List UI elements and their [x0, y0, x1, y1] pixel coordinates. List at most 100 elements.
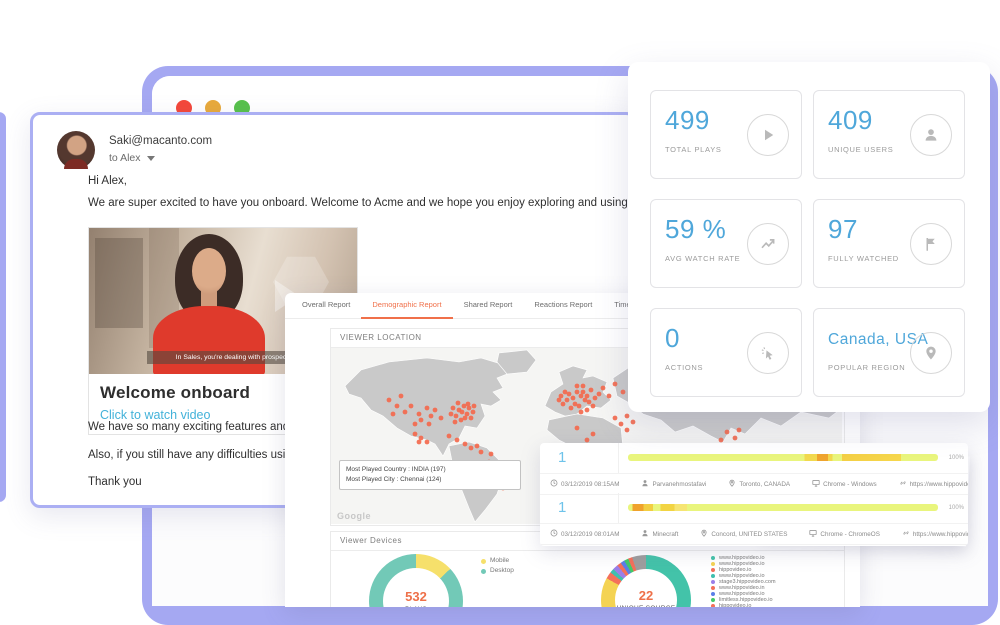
- legend-label: hippovideo.io: [719, 567, 752, 573]
- watch-percent: 100%: [948, 455, 964, 461]
- decorative-left-strip: [0, 112, 6, 502]
- clock-icon: [550, 479, 561, 489]
- legend-label: www.hippovideo.io: [719, 591, 765, 597]
- clock-icon: [550, 529, 561, 539]
- session-url-text: https://www.hippovideo.io/...: [912, 530, 968, 538]
- session-row[interactable]: 1 100%: [540, 443, 968, 473]
- legend-label: www.hippovideo.io: [719, 573, 765, 579]
- map-tooltip: Most Played Country : INDIA (197) Most P…: [339, 460, 521, 490]
- devices-legend: Mobile Desktop: [481, 556, 514, 576]
- map-dot-cluster: [386, 367, 742, 491]
- session-user-text: Parvanehmostafavi: [652, 480, 707, 488]
- legend-label: stage3.hippovideo.com: [719, 579, 776, 585]
- stat-value: 97: [828, 214, 858, 244]
- legend-swatch: [711, 562, 715, 566]
- session-index: 1: [540, 443, 619, 473]
- trend-icon: [747, 223, 789, 265]
- stat-card-total-plays: 499 TOTAL PLAYS: [650, 90, 802, 179]
- thumbnail-bg-shape: [95, 238, 143, 328]
- play-icon: [747, 114, 789, 156]
- session-url[interactable]: https://www.hippovideo.io/...: [902, 529, 968, 539]
- legend-label: www.hippovideo.io: [719, 561, 765, 567]
- pin-icon: [728, 479, 739, 489]
- video-title: Welcome onboard: [100, 383, 251, 402]
- watch-heatmap-bar: [628, 504, 938, 511]
- session-time: 03/12/2019 08:01AM: [550, 529, 619, 539]
- watch-percent: 100%: [948, 505, 964, 511]
- tab-overall-report[interactable]: Overall Report: [302, 300, 351, 309]
- session-location-text: Toronto, CANADA: [739, 480, 791, 488]
- recipient-label: to Alex: [109, 152, 141, 164]
- user-icon: [910, 114, 952, 156]
- legend-item: www.hippovideo.io: [711, 573, 776, 579]
- unique-source-count: 22: [638, 588, 654, 603]
- link-icon: [902, 529, 913, 539]
- legend-item: limitless.hippovideo.io: [711, 597, 776, 603]
- stat-card-fully-watched: 97 FULLY WATCHED: [813, 199, 965, 288]
- stat-value: 499: [665, 105, 710, 135]
- devices-donut-center: 532 PLAYS: [383, 568, 449, 607]
- plays-count: 532: [405, 589, 427, 604]
- legend-swatch: [481, 558, 486, 564]
- presenter-figure: [192, 248, 226, 294]
- legend-item: www.hippovideo.io: [711, 591, 776, 597]
- email-greeting: Hi Alex,: [88, 175, 127, 187]
- legend-label: Desktop: [490, 567, 514, 574]
- session-location: Concord, UNITED STATES: [700, 529, 787, 539]
- stats-panel: 499 TOTAL PLAYS 409 UNIQUE USERS 59 % AVG WAT…: [628, 62, 990, 412]
- map-attribution: Google: [337, 511, 371, 521]
- legend-swatch: [711, 556, 715, 560]
- legend-label: www.hippovideo.io: [719, 555, 765, 561]
- session-user: Parvanehmostafavi: [641, 479, 706, 489]
- sessions-panel: 1 100% 03/12/2019 08:15AM Parvanehmostafavi…: [540, 443, 968, 546]
- legend-swatch: [711, 586, 715, 590]
- stat-label: FULLY WATCHED: [828, 254, 899, 263]
- stat-card-actions: 0 ACTIONS: [650, 308, 802, 397]
- email-paragraph: We have so many exciting features and of…: [88, 421, 328, 433]
- session-url[interactable]: https://www.hippovideo.io/...: [899, 479, 968, 489]
- stat-card-unique-users: 409 UNIQUE USERS: [813, 90, 965, 179]
- legend-item: Desktop: [481, 566, 514, 576]
- legend-swatch: [711, 568, 715, 572]
- legend-label: Mobile: [490, 557, 510, 564]
- sender-address: Saki@macanto.com: [109, 135, 213, 147]
- viewer-location-title: VIEWER LOCATION: [331, 329, 844, 348]
- session-meta-row: 03/12/2019 08:15AM Parvanehmostafavi Toron…: [540, 473, 968, 495]
- devices-donut-chart: 532 PLAYS: [369, 554, 463, 607]
- stat-label: TOTAL PLAYS: [665, 145, 722, 154]
- tooltip-country: Most Played Country : INDIA (197): [346, 466, 446, 473]
- tab-demographic-report[interactable]: Demographic Report: [361, 293, 453, 319]
- watch-video-link[interactable]: Click to watch video: [100, 408, 211, 422]
- user-icon: [641, 479, 652, 489]
- legend-item: Mobile: [481, 556, 514, 566]
- stat-value: 0: [665, 323, 680, 353]
- session-device: Chrome - Windows: [812, 479, 877, 489]
- legend-swatch: [711, 598, 715, 602]
- legend-label: hippovideo.io: [719, 603, 752, 607]
- legend-swatch: [481, 568, 486, 574]
- session-row[interactable]: 1 100%: [540, 493, 968, 523]
- tab-shared-report[interactable]: Shared Report: [463, 300, 513, 309]
- session-device-text: Chrome - ChromeOS: [820, 530, 880, 538]
- stat-label: POPULAR REGION: [828, 363, 906, 372]
- stat-value: 409: [828, 105, 873, 135]
- viewer-devices-title: Viewer Devices: [331, 532, 844, 551]
- sources-donut-center: 22 UNIQUE SOURCE: [615, 569, 677, 607]
- recipient-dropdown[interactable]: to Alex: [109, 152, 155, 164]
- stat-value: Canada, USA: [828, 331, 929, 348]
- session-time-text: 03/12/2019 08:15AM: [561, 480, 620, 488]
- monitor-icon: [809, 529, 820, 539]
- stats-grid: 499 TOTAL PLAYS 409 UNIQUE USERS 59 % AVG WAT…: [650, 90, 965, 397]
- session-url-text: https://www.hippovideo.io/...: [909, 480, 968, 488]
- legend-swatch: [711, 580, 715, 584]
- tab-reactions-report[interactable]: Reactions Report: [534, 300, 593, 309]
- legend-label: www.hippovideo.in: [719, 585, 765, 591]
- stat-label: AVG WATCH RATE: [665, 254, 741, 263]
- legend-item: www.hippovideo.in: [711, 585, 776, 591]
- video-card-text: Welcome onboard Click to watch video: [89, 374, 357, 434]
- chevron-down-icon: [146, 155, 155, 161]
- legend-item: hippovideo.io: [711, 567, 776, 573]
- legend-swatch: [711, 604, 715, 607]
- cursor-icon: [747, 332, 789, 374]
